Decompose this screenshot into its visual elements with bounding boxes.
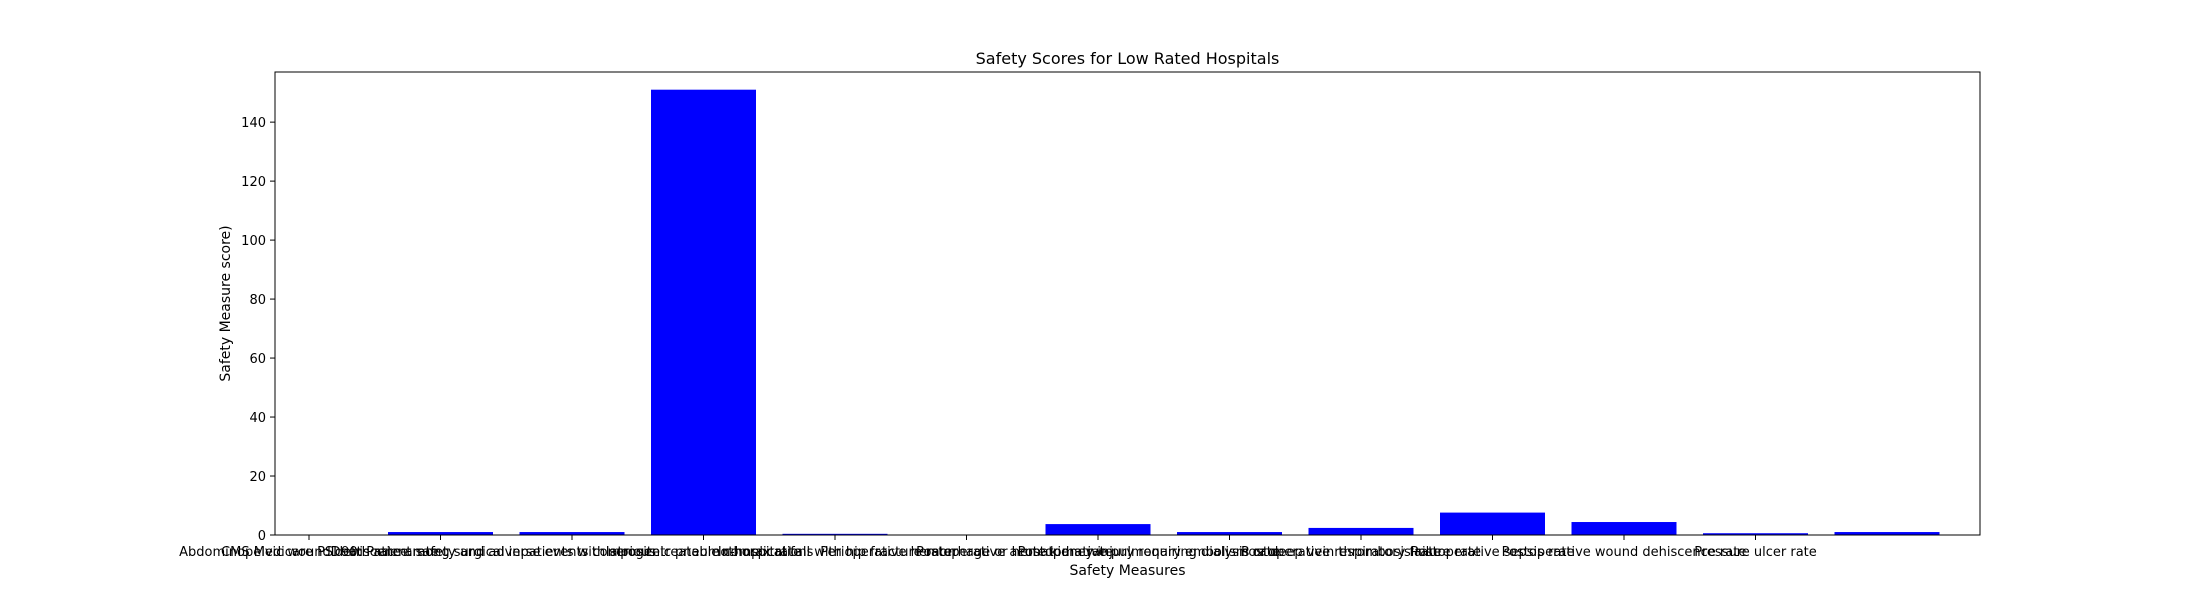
bar [651, 89, 756, 535]
y-tick-label: 120 [241, 175, 266, 190]
bar [1703, 533, 1808, 535]
y-tick-label: 60 [249, 352, 266, 367]
y-axis-ticks: 0 20 40 60 80 100 120 140 [241, 116, 275, 544]
x-tick-label: CMS Medicare PSI 90: Patient safety and … [221, 545, 660, 560]
y-tick-label: 20 [249, 470, 266, 485]
x-axis-ticks: Abdominopelvic wound dehiscence rateCMS … [179, 535, 1817, 560]
x-axis-label: Safety Measures [1069, 563, 1185, 579]
x-tick-label: Postoperative respiratory failure rate [1241, 545, 1481, 560]
bar [782, 533, 888, 535]
x-tick-label: Postoperative acute kidney injury requir… [916, 545, 1280, 560]
bar [1045, 524, 1151, 535]
y-tick-label: 100 [241, 234, 266, 249]
bar [1440, 512, 1545, 535]
bars-layer [388, 89, 1940, 535]
chart-title: Safety Scores for Low Rated Hospitals [976, 49, 1280, 68]
y-tick-label: 40 [249, 411, 266, 426]
x-tick-label: In-hospital fall with hip fracture rate [718, 545, 952, 560]
y-tick-label: 80 [249, 293, 266, 308]
y-axis-label: Safety Measure score) [218, 225, 234, 381]
y-tick-label: 140 [241, 116, 266, 131]
bar [388, 532, 493, 535]
bar [1571, 522, 1677, 535]
plot-frame [274, 71, 1981, 536]
x-tick-label: Abdominopelvic wound dehiscence rate [179, 545, 439, 560]
bar [1834, 532, 1940, 535]
x-tick-label: Perioperative hemorrhage or hematoma rat… [820, 545, 1113, 560]
bar [1177, 532, 1282, 535]
x-tick-label: Death rate among surgical inpatients wit… [331, 545, 814, 560]
bar [1308, 527, 1414, 535]
x-tick-label: Postoperative pulmonary embolism or deep… [1018, 545, 1442, 560]
bar [519, 532, 625, 535]
y-tick-label: 0 [258, 529, 266, 544]
x-tick-label: Iatrogenic pneumothorax rate [606, 545, 801, 560]
x-tick-label: Postoperative wound dehiscence rate [1502, 545, 1747, 560]
x-tick-label: Postoperative sepsis rate [1411, 545, 1575, 560]
x-tick-label: Pressure ulcer rate [1694, 545, 1817, 560]
